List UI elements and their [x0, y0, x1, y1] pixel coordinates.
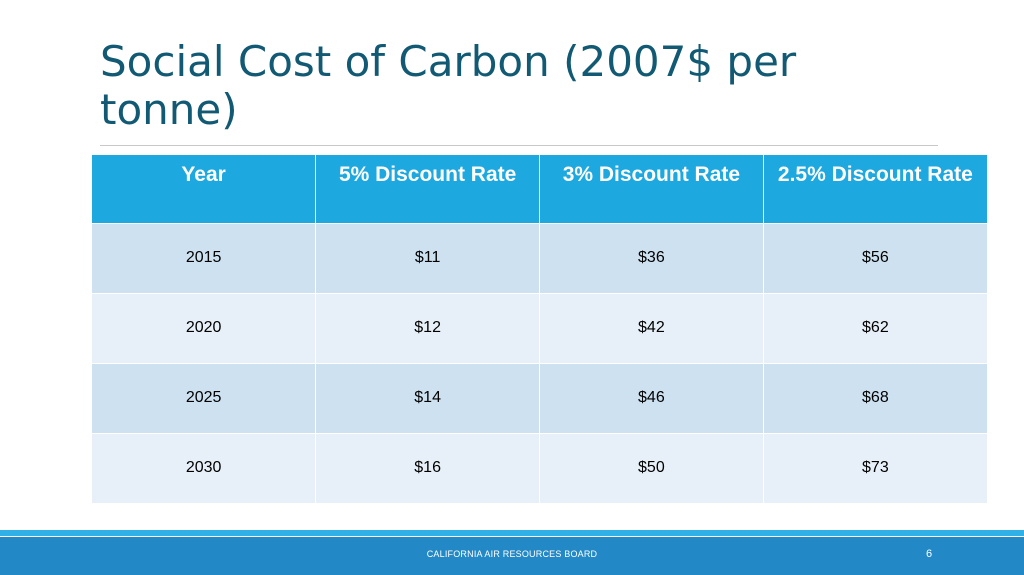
table-row: 2030 $16 $50 $73 [92, 433, 987, 504]
cell-2-5pct: $73 [763, 433, 987, 504]
footer-organization: CALIFORNIA AIR RESOURCES BOARD [426, 549, 598, 559]
cell-3pct: $42 [539, 293, 764, 364]
cell-5pct: $11 [315, 223, 540, 294]
header-2-5pct-discount-rate: 2.5% Discount Rate [763, 155, 987, 224]
cell-5pct: $16 [315, 433, 540, 504]
cell-year: 2015 [92, 223, 317, 294]
cell-3pct: $50 [539, 433, 764, 504]
carbon-cost-table: Year 5% Discount Rate 3% Discount Rate 2… [92, 155, 987, 504]
cell-year: 2025 [92, 363, 317, 434]
slide-title: Social Cost of Carbon (2007$ per tonne) [100, 37, 797, 134]
cell-2-5pct: $56 [763, 223, 987, 294]
footer-accent-stripe [0, 530, 1024, 536]
cell-year: 2030 [92, 433, 317, 504]
cell-3pct: $36 [539, 223, 764, 294]
table-header-row: Year 5% Discount Rate 3% Discount Rate 2… [92, 155, 987, 224]
title-divider [100, 145, 938, 146]
page-number: 6 [926, 548, 933, 560]
cell-2-5pct: $68 [763, 363, 987, 434]
table-row: 2025 $14 $46 $68 [92, 363, 987, 434]
cell-5pct: $14 [315, 363, 540, 434]
cell-5pct: $12 [315, 293, 540, 364]
footer-bar: CALIFORNIA AIR RESOURCES BOARD 6 [0, 537, 1024, 575]
cell-2-5pct: $62 [763, 293, 987, 364]
header-3pct-discount-rate: 3% Discount Rate [539, 155, 764, 224]
cell-3pct: $46 [539, 363, 764, 434]
header-year: Year [92, 155, 317, 224]
header-5pct-discount-rate: 5% Discount Rate [315, 155, 540, 224]
table-row: 2020 $12 $42 $62 [92, 293, 987, 364]
table-row: 2015 $11 $36 $56 [92, 223, 987, 294]
cell-year: 2020 [92, 293, 317, 364]
